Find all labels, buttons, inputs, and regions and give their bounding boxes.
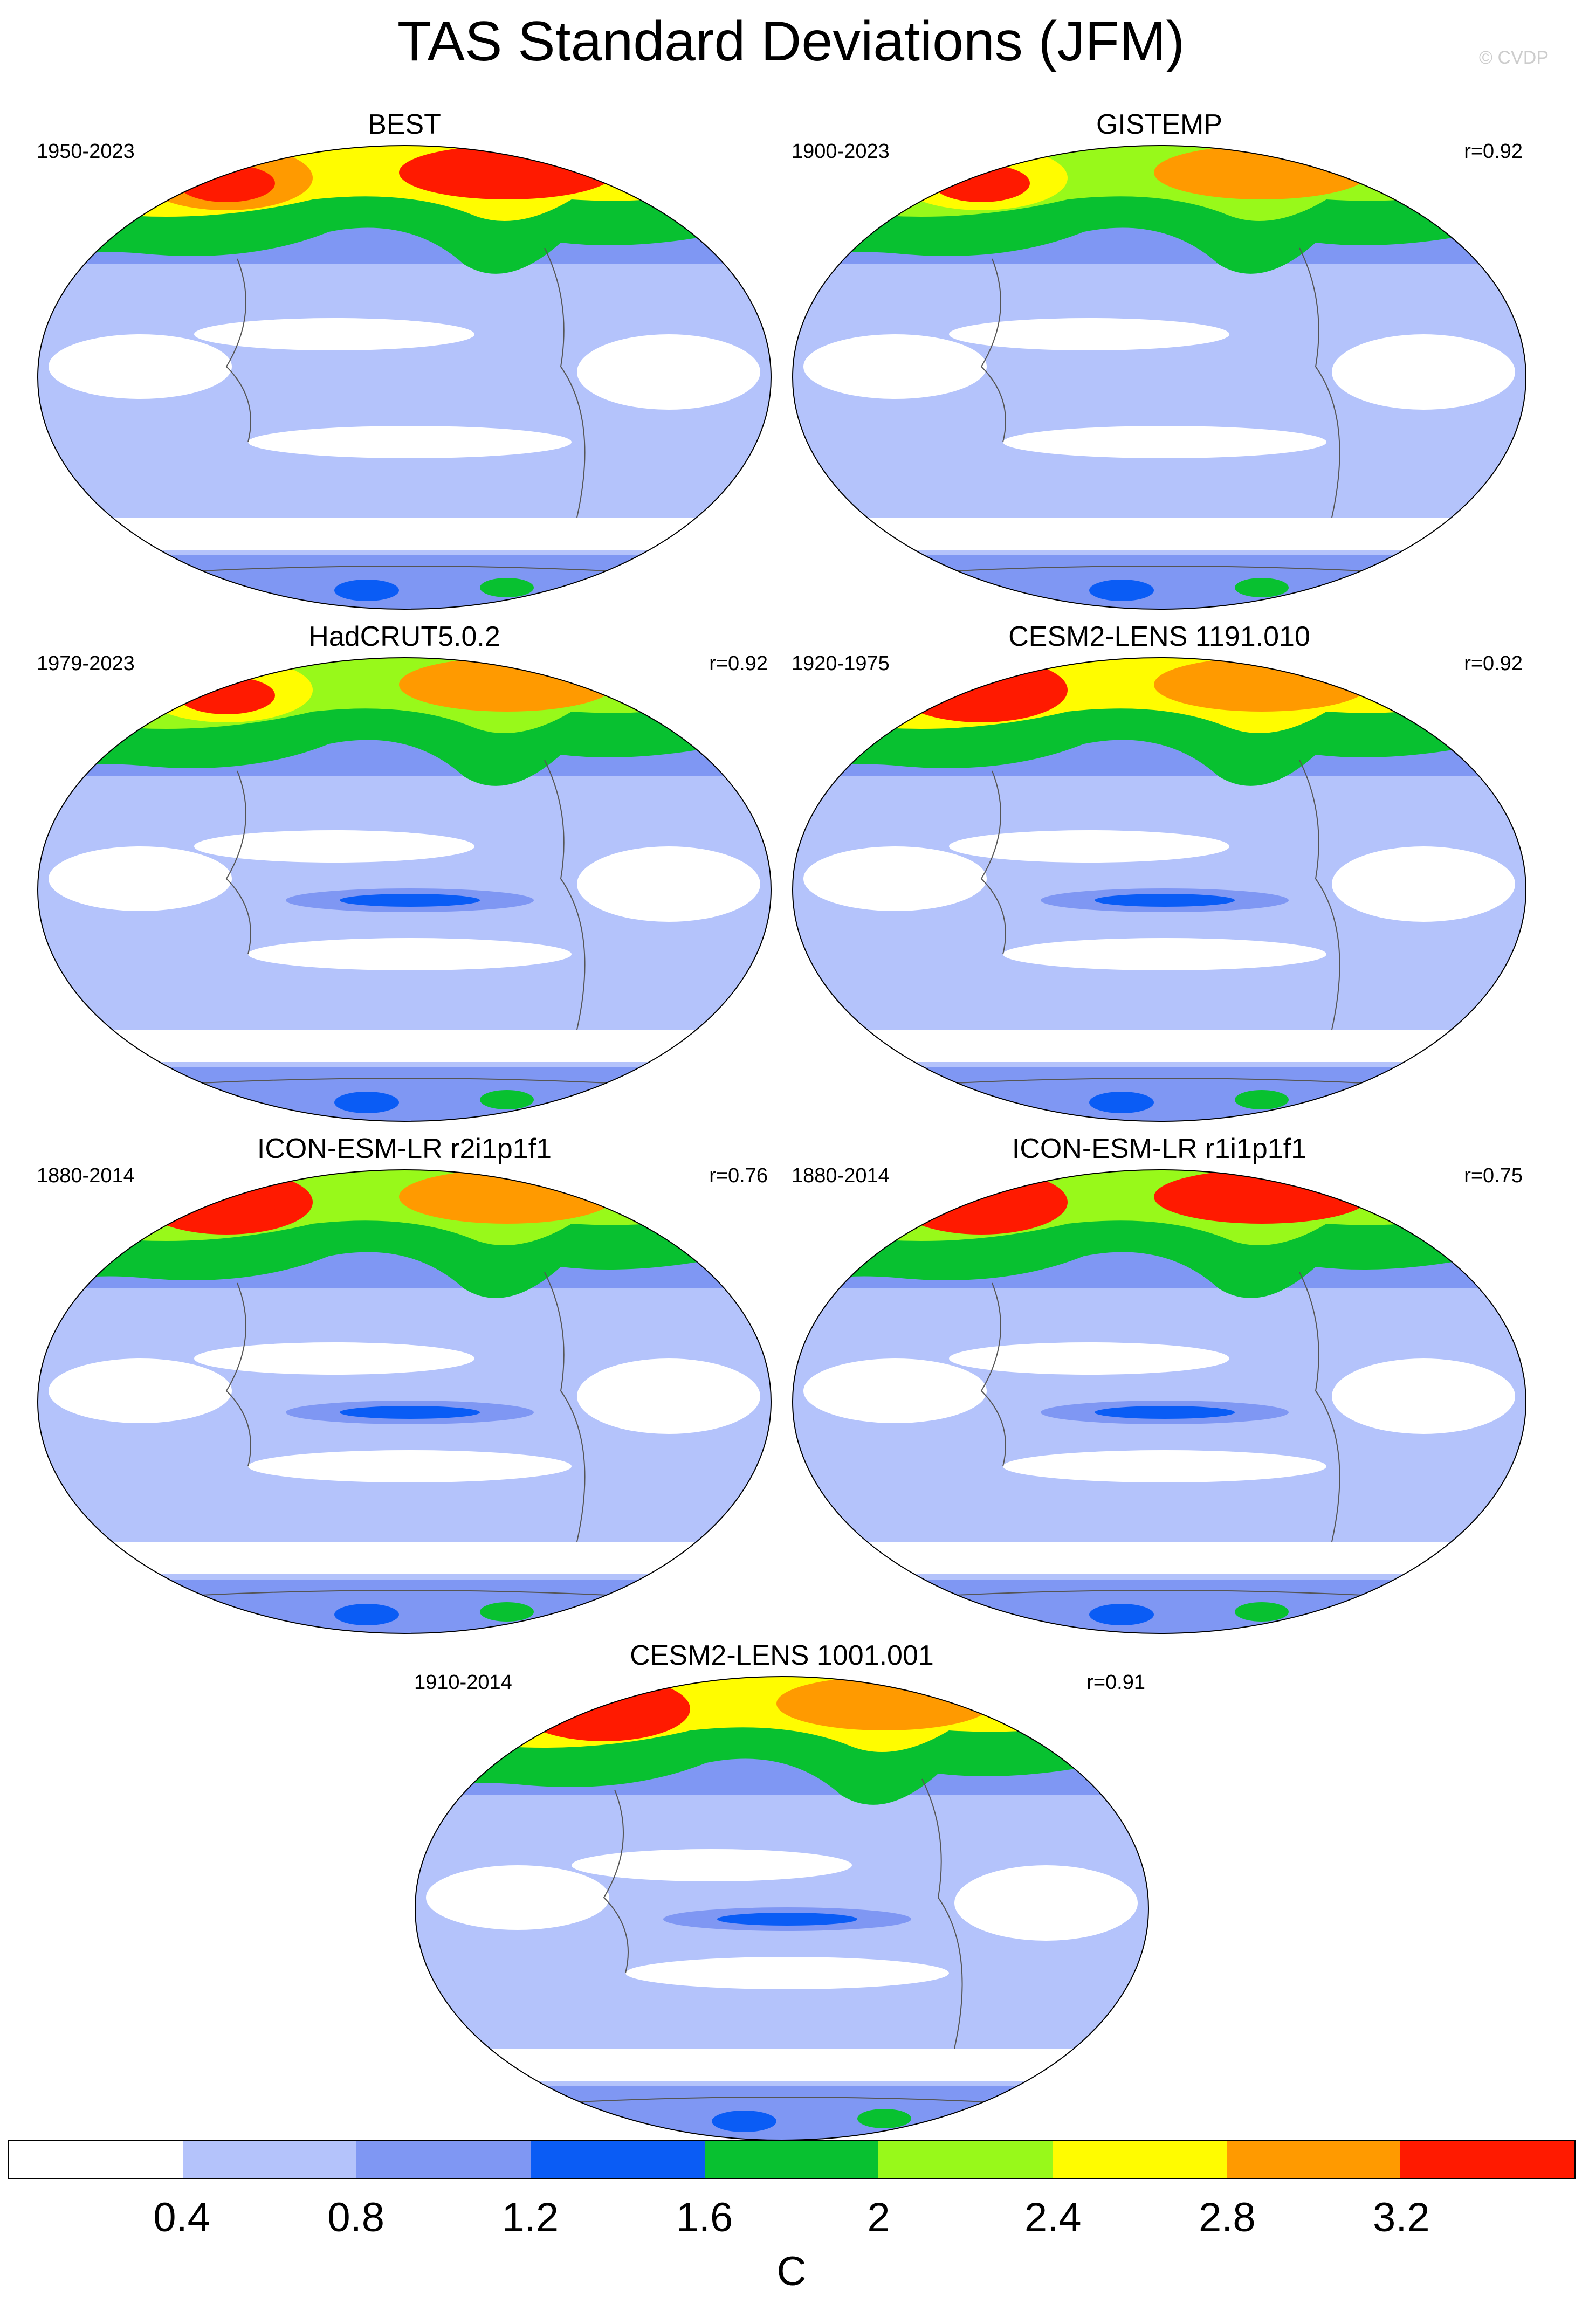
credit-watermark: © CVDP bbox=[1479, 47, 1549, 68]
world-map bbox=[792, 657, 1526, 1122]
colorbar-tick-label: 0.4 bbox=[153, 2195, 210, 2240]
map-panel-icon-r1: ICON-ESM-LR r1i1p1f1 1880-2014 r=0.75 bbox=[787, 1132, 1531, 1639]
panel-period: 1920-1975 bbox=[792, 652, 890, 675]
panel-period: 1910-2014 bbox=[414, 1671, 512, 1694]
map-panel-cesm2-1191: CESM2-LENS 1191.010 1920-1975 r=0.92 bbox=[787, 620, 1531, 1127]
panel-title: ICON-ESM-LR r1i1p1f1 bbox=[1012, 1133, 1307, 1164]
world-map bbox=[792, 145, 1526, 610]
panel-title: CESM2-LENS 1191.010 bbox=[1008, 621, 1310, 652]
panel-period: 1979-2023 bbox=[37, 652, 135, 675]
colorbar-swatch bbox=[182, 2141, 357, 2178]
figure-title: TAS Standard Deviations (JFM) bbox=[397, 10, 1185, 73]
panel-correlation: r=0.75 bbox=[1464, 1164, 1523, 1187]
colorbar-swatch bbox=[1053, 2141, 1227, 2178]
panel-period: 1950-2023 bbox=[37, 140, 135, 163]
colorbar-tick-label: 1.6 bbox=[676, 2195, 733, 2240]
panel-correlation: r=0.91 bbox=[1086, 1671, 1145, 1694]
world-map bbox=[415, 1676, 1149, 2141]
world-map bbox=[792, 1169, 1526, 1634]
world-map bbox=[37, 657, 772, 1122]
colorbar-swatch bbox=[356, 2141, 531, 2178]
colorbar-swatch bbox=[531, 2141, 705, 2178]
map-panel-hadcrut: HadCRUT5.0.2 1979-2023 r=0.92 bbox=[32, 620, 776, 1127]
colorbar-tick-label: 2.8 bbox=[1198, 2195, 1256, 2240]
panel-correlation: r=0.92 bbox=[1464, 140, 1523, 163]
colorbar-tick-label: 3.2 bbox=[1373, 2195, 1430, 2240]
map-panel-best: BEST 1950-2023 bbox=[32, 108, 776, 615]
panel-correlation: r=0.92 bbox=[1464, 652, 1523, 675]
map-panel-icon-r2: ICON-ESM-LR r2i1p1f1 1880-2014 r=0.76 bbox=[32, 1132, 776, 1639]
colorbar-tick-label: 2 bbox=[867, 2195, 890, 2240]
colorbar-tick-label: 2.4 bbox=[1024, 2195, 1082, 2240]
panel-period: 1880-2014 bbox=[792, 1164, 890, 1187]
colorbar-tick-label: 1.2 bbox=[501, 2195, 559, 2240]
panel-title: GISTEMP bbox=[1096, 109, 1223, 140]
panel-correlation: r=0.76 bbox=[709, 1164, 768, 1187]
colorbar-swatch bbox=[878, 2141, 1053, 2178]
map-panel-gistemp: GISTEMP 1900-2023 r=0.92 bbox=[787, 108, 1531, 615]
colorbar-swatch bbox=[704, 2141, 879, 2178]
panel-title: HadCRUT5.0.2 bbox=[308, 621, 500, 652]
colorbar-swatches bbox=[8, 2140, 1576, 2179]
colorbar-swatch bbox=[1400, 2141, 1575, 2178]
world-map bbox=[37, 145, 772, 610]
colorbar: 0.4 0.8 1.2 1.6 2 2.4 2.8 3.2 C bbox=[8, 2140, 1576, 2302]
map-panel-cesm2-1001: CESM2-LENS 1001.001 1910-2014 r=0.91 bbox=[410, 1639, 1154, 2146]
colorbar-tick-label: 0.8 bbox=[327, 2195, 385, 2240]
colorbar-swatch bbox=[1226, 2141, 1401, 2178]
panel-title: BEST bbox=[368, 109, 441, 140]
world-map bbox=[37, 1169, 772, 1634]
panel-period: 1900-2023 bbox=[792, 140, 890, 163]
panel-title: CESM2-LENS 1001.001 bbox=[630, 1640, 934, 1671]
colorbar-swatch bbox=[9, 2141, 183, 2178]
panel-title: ICON-ESM-LR r2i1p1f1 bbox=[257, 1133, 552, 1164]
colorbar-unit: C bbox=[776, 2249, 807, 2294]
panel-period: 1880-2014 bbox=[37, 1164, 135, 1187]
panel-correlation: r=0.92 bbox=[709, 652, 768, 675]
